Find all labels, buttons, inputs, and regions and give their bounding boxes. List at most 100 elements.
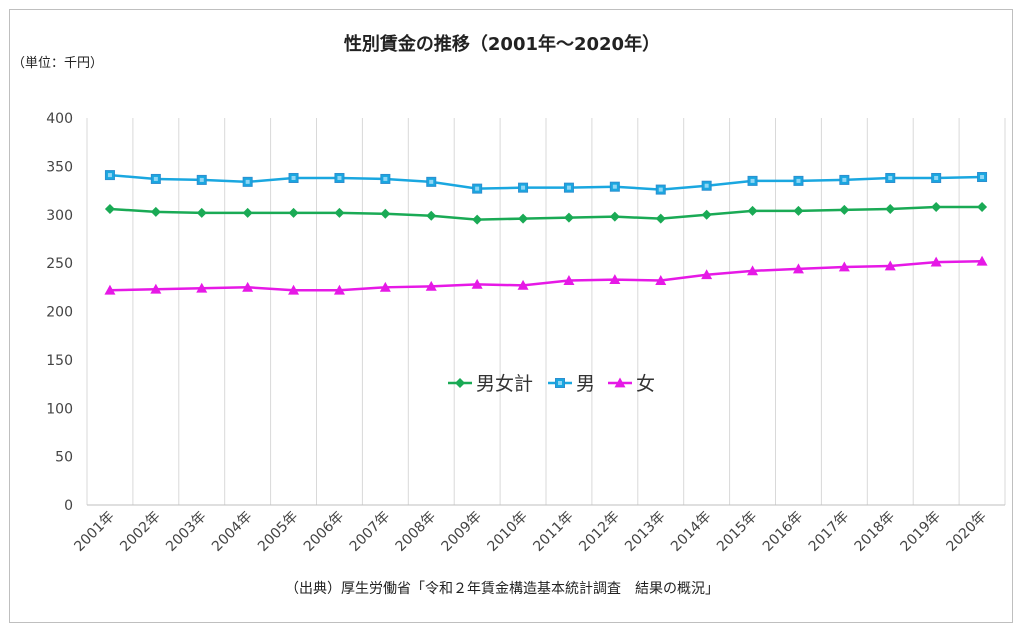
legend-marker-inner xyxy=(558,381,562,385)
data-point xyxy=(930,256,942,267)
data-point xyxy=(517,279,529,290)
data-point xyxy=(977,202,988,213)
legend-label: 男 xyxy=(576,373,595,395)
data-point xyxy=(609,211,620,222)
data-point xyxy=(425,280,437,291)
data-point-inner xyxy=(980,175,985,180)
data-point-inner xyxy=(153,176,158,181)
data-point-inner xyxy=(245,179,250,184)
data-point-inner xyxy=(383,176,388,181)
data-point-inner xyxy=(521,185,526,190)
y-tick-label: 350 xyxy=(46,159,73,175)
x-tick-label: 2016年 xyxy=(760,509,806,555)
data-point xyxy=(655,275,667,285)
data-point-inner xyxy=(566,185,571,190)
data-point xyxy=(747,265,759,276)
data-point-inner xyxy=(934,175,939,180)
data-point xyxy=(150,283,162,294)
data-point xyxy=(931,202,942,213)
data-point xyxy=(334,207,345,218)
data-point-inner xyxy=(658,187,663,192)
x-tick-label: 2001年 xyxy=(71,509,117,555)
x-tick-label: 2018年 xyxy=(852,509,898,555)
data-point-inner xyxy=(475,186,480,191)
y-tick-label: 400 xyxy=(46,111,73,127)
data-point-inner xyxy=(888,175,893,180)
data-point xyxy=(747,205,758,216)
data-point xyxy=(333,284,345,295)
data-point-inner xyxy=(291,175,296,180)
x-tick-label: 2017年 xyxy=(806,509,852,555)
y-tick-label: 200 xyxy=(46,305,73,321)
data-point xyxy=(380,208,391,219)
data-point xyxy=(150,206,161,217)
x-tick-label: 2003年 xyxy=(163,509,209,555)
x-tick-label: 2014年 xyxy=(668,509,714,555)
chart-title: 性別賃金の推移（2001年～2020年） xyxy=(343,34,661,55)
data-point xyxy=(471,278,483,289)
y-tick-label: 150 xyxy=(46,353,73,369)
data-point xyxy=(839,204,850,215)
data-point xyxy=(701,269,713,280)
data-point-inner xyxy=(429,179,434,184)
data-point xyxy=(472,214,483,225)
data-point xyxy=(838,261,850,272)
legend-marker xyxy=(455,378,465,388)
series-line-2 xyxy=(109,259,983,292)
y-tick-label: 0 xyxy=(64,498,73,514)
data-point-inner xyxy=(842,177,847,182)
series-line-1 xyxy=(109,173,983,191)
data-point xyxy=(701,209,712,220)
data-point xyxy=(379,281,391,292)
y-tick-label: 250 xyxy=(46,256,73,272)
source-note: （出典）厚生労働省「令和２年賃金構造基本統計調査 結果の概況」 xyxy=(285,581,719,597)
data-point-inner xyxy=(612,184,617,189)
data-point xyxy=(242,281,254,292)
x-tick-label: 2004年 xyxy=(209,509,255,555)
data-point-inner xyxy=(750,178,755,183)
data-point xyxy=(563,275,575,285)
data-point xyxy=(563,212,574,223)
x-tick-label: 2011年 xyxy=(530,509,576,555)
x-tick-label: 2006年 xyxy=(301,509,347,555)
legend-label: 男女計 xyxy=(476,373,533,395)
legend-marker xyxy=(614,377,626,388)
y-tick-label: 300 xyxy=(46,208,73,224)
x-tick-label: 2010年 xyxy=(484,509,530,555)
data-point-inner xyxy=(337,175,342,180)
series-line-0 xyxy=(109,205,983,221)
data-point xyxy=(196,207,207,218)
x-tick-label: 2012年 xyxy=(576,509,622,555)
data-point xyxy=(288,284,300,295)
x-tick-label: 2008年 xyxy=(393,509,439,555)
data-point xyxy=(793,205,804,216)
data-point xyxy=(426,210,437,221)
y-tick-label: 100 xyxy=(46,401,73,417)
x-tick-label: 2013年 xyxy=(622,509,668,555)
data-point xyxy=(242,207,253,218)
data-point xyxy=(885,203,896,214)
data-point xyxy=(288,207,299,218)
data-point xyxy=(884,260,896,271)
x-tick-label: 2005年 xyxy=(255,509,301,555)
data-point xyxy=(655,213,666,224)
y-tick-label: 50 xyxy=(55,450,73,466)
x-tick-label: 2015年 xyxy=(714,509,760,555)
legend-label: 女 xyxy=(636,373,655,395)
data-point xyxy=(976,255,988,266)
unit-label: （単位：千円） xyxy=(12,56,104,71)
data-point xyxy=(104,203,115,214)
data-point xyxy=(104,284,116,295)
data-point-inner xyxy=(107,173,112,178)
x-tick-label: 2002年 xyxy=(117,509,163,555)
x-tick-label: 2020年 xyxy=(943,509,989,555)
data-point-inner xyxy=(199,177,204,182)
data-point xyxy=(518,213,529,224)
chart-frame xyxy=(9,9,1013,623)
data-point xyxy=(196,282,208,293)
x-tick-label: 2019年 xyxy=(898,509,944,555)
x-tick-label: 2009年 xyxy=(439,509,485,555)
data-point-inner xyxy=(704,183,709,188)
data-point-inner xyxy=(796,178,801,183)
